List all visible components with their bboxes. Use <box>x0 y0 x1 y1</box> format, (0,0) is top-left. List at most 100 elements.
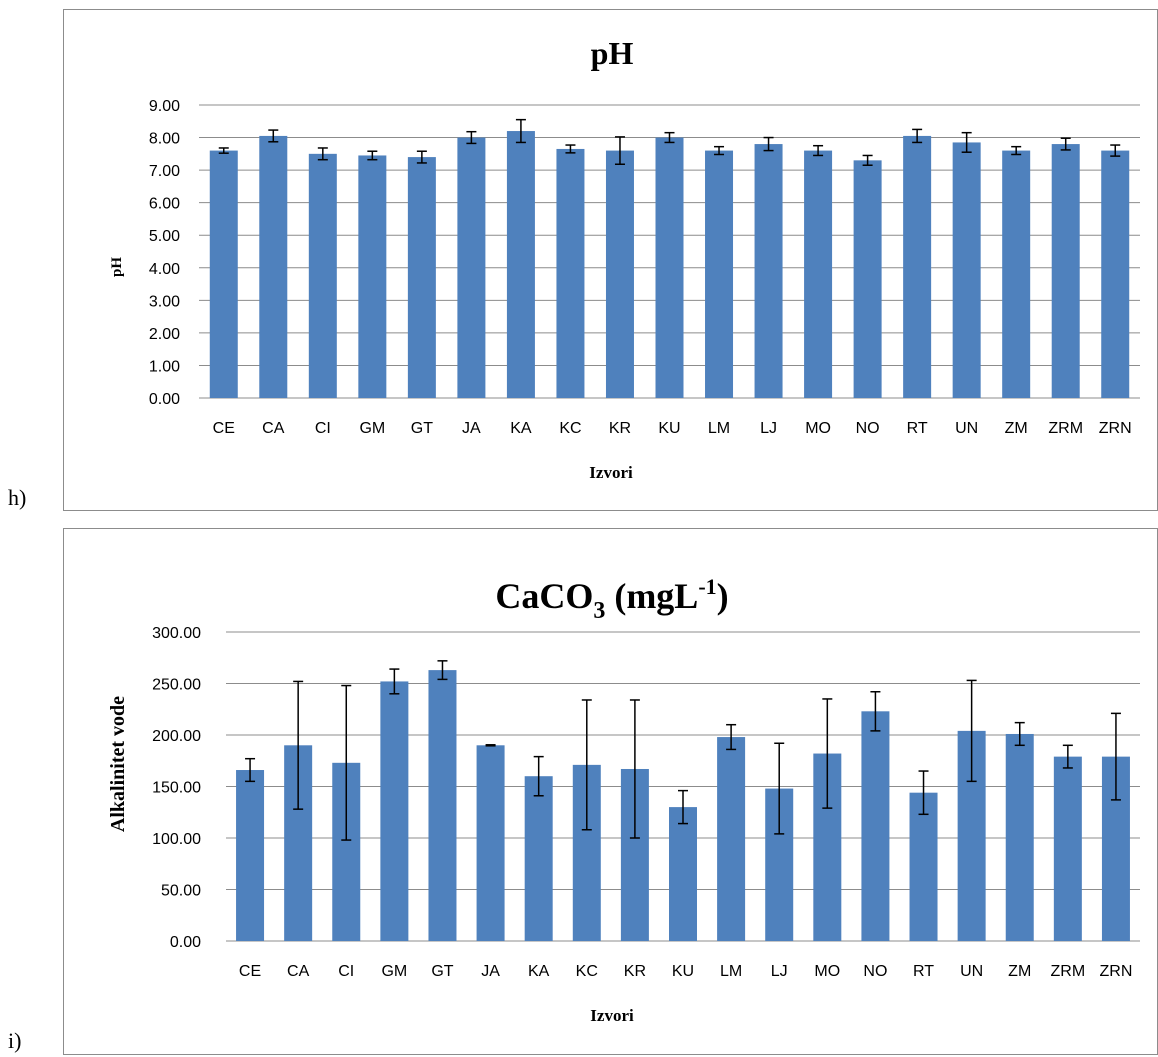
bar <box>1002 150 1031 398</box>
x-tick-label: CA <box>262 420 285 437</box>
bar <box>209 150 238 398</box>
bar <box>853 160 882 398</box>
bar <box>754 144 783 398</box>
bar <box>655 137 684 399</box>
title-end: ) <box>717 576 729 616</box>
y-tick-label: 0.00 <box>170 934 201 951</box>
x-tick-label: CE <box>239 963 261 980</box>
bar <box>1053 756 1082 941</box>
bar <box>804 150 833 398</box>
x-tick-label: KU <box>672 963 694 980</box>
bar <box>909 792 938 941</box>
bar <box>861 711 890 941</box>
y-axis-title: Alkalinitet vode <box>107 696 129 832</box>
x-tick-label: GM <box>381 963 407 980</box>
panel-label-i: i) <box>8 1028 22 1053</box>
x-tick-label: MO <box>805 420 831 437</box>
y-tick-label: 150.00 <box>152 780 201 797</box>
bar <box>605 150 634 398</box>
x-tick-label: ZRM <box>1048 420 1083 437</box>
x-tick-label: JA <box>481 963 500 980</box>
bar <box>457 137 486 399</box>
bar <box>556 148 585 398</box>
x-tick-label: NO <box>856 420 880 437</box>
y-tick-label: 1.00 <box>149 358 180 375</box>
x-tick-label: UN <box>960 963 983 980</box>
x-tick-label: KU <box>658 420 680 437</box>
x-tick-label: GT <box>411 420 433 437</box>
title-superscript: -1 <box>698 574 716 599</box>
x-tick-label: ZRN <box>1099 420 1132 437</box>
bar <box>380 681 409 941</box>
y-tick-label: 2.00 <box>149 326 180 343</box>
bar <box>1101 150 1130 398</box>
x-tick-label: KR <box>624 963 646 980</box>
x-tick-label: KA <box>510 420 532 437</box>
y-tick-label: 50.00 <box>161 883 201 900</box>
panel-label-h: h) <box>8 485 27 510</box>
y-tick-label: 9.00 <box>149 98 180 115</box>
bar <box>428 670 457 941</box>
bar <box>903 135 932 398</box>
y-tick-label: 100.00 <box>152 831 201 848</box>
bar <box>1051 144 1080 398</box>
x-axis-title: Izvori <box>590 1006 634 1025</box>
x-tick-label: CA <box>287 963 310 980</box>
y-tick-label: 250.00 <box>152 677 201 694</box>
bar <box>506 131 535 399</box>
x-tick-label: GM <box>359 420 385 437</box>
y-tick-label: 6.00 <box>149 196 180 213</box>
y-axis-title: pH <box>109 257 125 277</box>
bar <box>524 776 553 941</box>
bar <box>717 737 746 941</box>
x-tick-label: RT <box>907 420 928 437</box>
bar <box>407 157 436 398</box>
x-tick-label: MO <box>814 963 840 980</box>
bar <box>705 150 734 398</box>
x-tick-label: ZRN <box>1100 963 1133 980</box>
y-tick-label: 7.00 <box>149 163 180 180</box>
x-tick-label: UN <box>955 420 978 437</box>
y-tick-label: 0.00 <box>149 391 180 408</box>
x-tick-label: KC <box>576 963 598 980</box>
x-tick-label: CI <box>338 963 354 980</box>
x-tick-label: KA <box>528 963 550 980</box>
y-tick-label: 8.00 <box>149 131 180 148</box>
y-tick-label: 4.00 <box>149 261 180 278</box>
x-tick-label: RT <box>913 963 934 980</box>
x-tick-label: ZRM <box>1051 963 1086 980</box>
y-tick-label: 5.00 <box>149 228 180 245</box>
x-tick-label: LM <box>708 420 730 437</box>
bar <box>236 770 265 941</box>
x-tick-label: CE <box>213 420 235 437</box>
bar <box>259 135 288 398</box>
x-tick-label: KC <box>559 420 581 437</box>
title-main: CaCO <box>495 576 593 616</box>
x-axis-title: Izvori <box>589 463 633 482</box>
bar <box>476 745 505 941</box>
x-tick-label: GT <box>431 963 453 980</box>
y-tick-label: 300.00 <box>152 625 201 642</box>
x-tick-label: KR <box>609 420 631 437</box>
x-tick-label: ZM <box>1005 420 1028 437</box>
x-tick-label: LJ <box>771 963 788 980</box>
x-tick-label: ZM <box>1008 963 1031 980</box>
x-tick-label: NO <box>863 963 887 980</box>
chart-title: CaCO3 (mgL-1) <box>495 574 728 624</box>
title-rest: (mgL <box>605 576 698 616</box>
bar <box>952 142 981 398</box>
bar <box>308 153 337 398</box>
x-tick-label: LM <box>720 963 742 980</box>
x-tick-label: LJ <box>760 420 777 437</box>
bar <box>358 155 387 398</box>
bar <box>669 807 697 941</box>
title-subscript: 3 <box>593 598 605 624</box>
y-tick-label: 200.00 <box>152 728 201 745</box>
bar <box>1005 733 1034 941</box>
x-tick-label: CI <box>315 420 331 437</box>
chart-title: pH <box>591 35 634 71</box>
x-tick-label: JA <box>462 420 481 437</box>
y-tick-label: 3.00 <box>149 293 180 310</box>
